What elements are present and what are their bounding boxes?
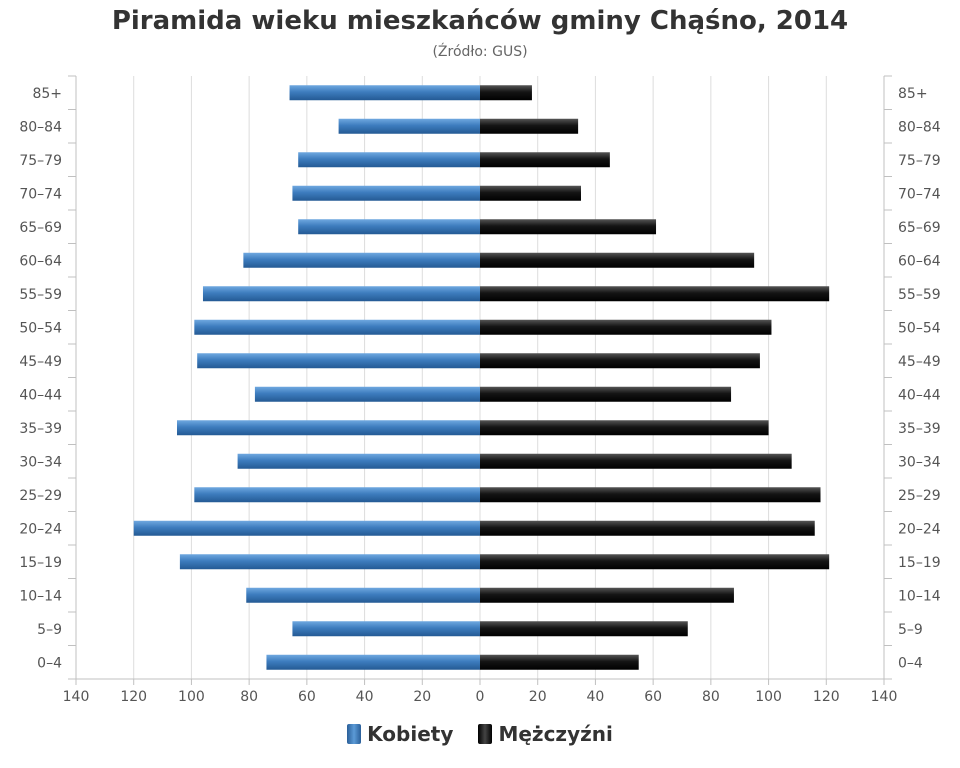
bar-kobiety[interactable] [338,118,480,134]
y-tick-label-right: 60–64 [898,253,941,269]
y-tick-label-left: 5–9 [37,622,62,638]
bar-mezczyzni[interactable] [480,487,821,503]
y-tick-label-right: 70–74 [898,186,941,202]
y-tick-label-right: 80–84 [898,119,941,135]
x-tick-label: 140 [63,689,90,705]
y-tick-label-left: 20–24 [19,521,62,537]
y-tick-label-left: 35–39 [19,421,62,437]
y-tick-label-left: 25–29 [19,488,62,504]
bar-kobiety[interactable] [177,420,480,436]
legend-label-kobiety: Kobiety [367,722,454,746]
y-tick-label-left: 30–34 [19,454,62,470]
bar-mezczyzni[interactable] [480,219,657,235]
y-tick-label-left: 10–14 [19,588,62,604]
x-tick-label: 100 [178,689,205,705]
chart-subtitle: (Źródło: GUS) [432,44,528,60]
y-tick-label-left: 80–84 [19,119,62,135]
x-tick-label: 0 [476,689,485,705]
x-tick-label: 40 [356,689,374,705]
y-tick-label-right: 0–4 [898,655,923,671]
bar-mezczyzni[interactable] [480,587,734,603]
bar-kobiety[interactable] [292,185,480,201]
bar-kobiety[interactable] [194,487,481,503]
x-tick-label: 40 [587,689,605,705]
y-tick-label-left: 60–64 [19,253,62,269]
y-tick-label-right: 35–39 [898,421,941,437]
bar-kobiety[interactable] [133,520,480,536]
y-tick-label-right: 55–59 [898,287,941,303]
bar-mezczyzni[interactable] [480,621,688,637]
bar-mezczyzni[interactable] [480,353,760,369]
x-tick-label: 80 [702,689,720,705]
bar-kobiety[interactable] [243,252,480,268]
y-tick-label-right: 45–49 [898,354,941,370]
bar-mezczyzni[interactable] [480,554,830,570]
y-tick-label-right: 5–9 [898,622,923,638]
y-tick-label-left: 75–79 [19,153,62,169]
y-tick-label-left: 50–54 [19,320,62,336]
bar-mezczyzni[interactable] [480,386,732,402]
bar-mezczyzni[interactable] [480,152,610,168]
bar-mezczyzni[interactable] [480,319,772,335]
y-tick-label-right: 30–34 [898,454,941,470]
y-tick-label-left: 0–4 [37,655,62,671]
bar-mezczyzni[interactable] [480,420,769,436]
bar-mezczyzni[interactable] [480,185,581,201]
y-tick-label-left: 55–59 [19,287,62,303]
bar-kobiety[interactable] [197,353,480,369]
y-tick-label-right: 85+ [898,86,928,102]
bar-kobiety[interactable] [179,554,480,570]
y-tick-label-left: 40–44 [19,387,62,403]
bar-kobiety[interactable] [246,587,480,603]
x-tick-label: 120 [813,689,840,705]
x-tick-label: 60 [644,689,662,705]
legend-label-mezczyzni: Mężczyźni [498,722,613,746]
bar-kobiety[interactable] [298,152,480,168]
legend-swatch-kobiety [347,724,362,744]
y-tick-label-left: 45–49 [19,354,62,370]
bar-kobiety[interactable] [266,654,480,670]
y-tick-label-right: 75–79 [898,153,941,169]
legend-item-kobiety[interactable]: Kobiety [347,722,453,746]
bar-mezczyzni[interactable] [480,520,815,536]
y-tick-label-right: 40–44 [898,387,941,403]
bar-kobiety[interactable] [194,319,481,335]
bar-mezczyzni[interactable] [480,85,532,101]
chart-title: Piramida wieku mieszkańców gminy Chąśno,… [111,6,849,36]
y-tick-label-left: 70–74 [19,186,62,202]
bar-kobiety[interactable] [298,219,480,235]
x-tick-label: 100 [755,689,782,705]
bar-kobiety[interactable] [254,386,480,402]
bar-kobiety[interactable] [292,621,480,637]
y-tick-label-right: 20–24 [898,521,941,537]
x-tick-label: 140 [871,689,898,705]
bar-kobiety[interactable] [289,85,480,101]
y-tick-label-right: 65–69 [898,220,941,236]
bar-mezczyzni[interactable] [480,654,639,670]
y-tick-label-left: 65–69 [19,220,62,236]
y-tick-label-right: 15–19 [898,555,941,571]
bar-kobiety[interactable] [202,286,480,302]
bar-kobiety[interactable] [237,453,480,469]
y-tick-label-left: 15–19 [19,555,62,571]
bar-mezczyzni[interactable] [480,118,579,134]
bar-mezczyzni[interactable] [480,252,755,268]
x-tick-label: 80 [240,689,258,705]
x-tick-label: 120 [120,689,147,705]
legend-swatch-mezczyzni [478,724,493,744]
y-tick-label-right: 25–29 [898,488,941,504]
y-tick-label-right: 10–14 [898,588,941,604]
y-tick-label-left: 85+ [32,86,62,102]
legend-item-mezczyzni[interactable]: Mężczyźni [478,722,613,746]
x-tick-label: 20 [413,689,431,705]
y-tick-label-right: 50–54 [898,320,941,336]
x-tick-label: 60 [298,689,316,705]
legend: Kobiety Mężczyźni [0,722,960,748]
bar-mezczyzni[interactable] [480,286,830,302]
x-tick-label: 20 [529,689,547,705]
bar-mezczyzni[interactable] [480,453,792,469]
